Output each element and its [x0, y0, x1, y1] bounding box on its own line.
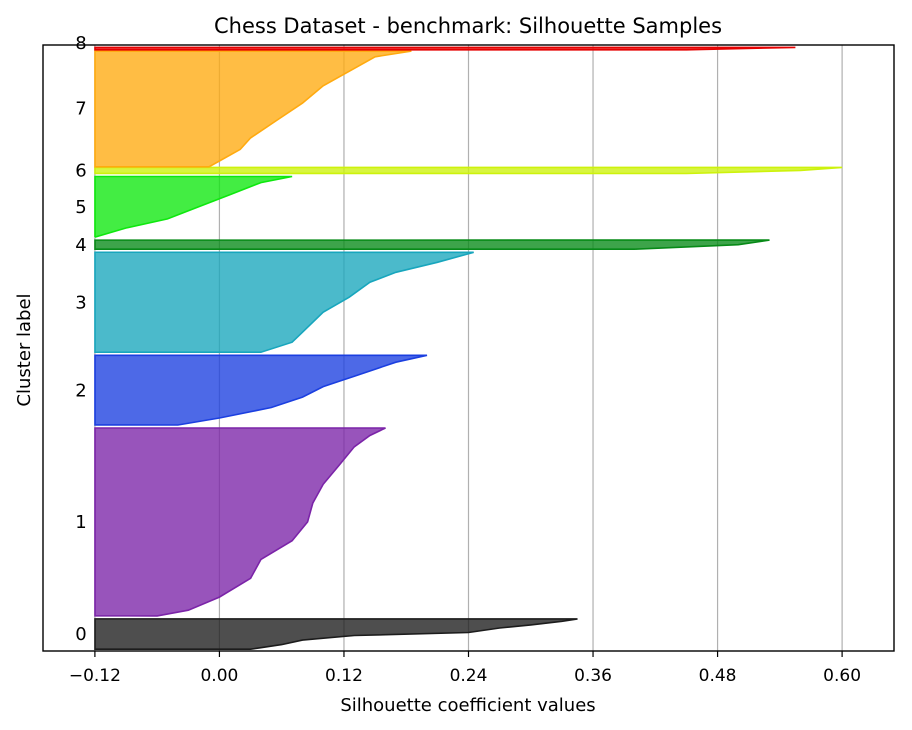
cluster-area-2: [94, 354, 428, 426]
cluster-area-4: [94, 239, 770, 251]
x-tick-label-0: −0.12: [69, 666, 121, 686]
x-tick-label-4: 0.36: [574, 666, 612, 686]
cluster-label-3: 3: [75, 293, 86, 314]
x-tick-label-1: 0.00: [200, 666, 238, 686]
cluster-areas: [94, 46, 843, 651]
y-axis-label: Cluster label: [14, 293, 35, 406]
cluster-label-2: 2: [75, 380, 86, 401]
cluster-label-6: 6: [75, 160, 86, 181]
x-tick-label-5: 0.48: [699, 666, 737, 686]
x-axis-label: Silhouette coefficient values: [340, 695, 595, 716]
cluster-label-1: 1: [75, 512, 86, 533]
chart-title: Chess Dataset - benchmark: Silhouette Sa…: [214, 14, 722, 38]
cluster-label-7: 7: [75, 99, 86, 120]
cluster-area-8: [94, 46, 796, 51]
x-tick-label-6: 0.60: [823, 666, 861, 686]
x-axis-ticks: −0.12 0.00 0.12 0.24 0.36 0.48 0.60: [69, 651, 861, 686]
cluster-area-0: [94, 618, 578, 651]
cluster-label-5: 5: [75, 197, 86, 218]
cluster-label-0: 0: [75, 624, 86, 645]
x-tick-label-3: 0.24: [450, 666, 488, 686]
cluster-area-6: [94, 166, 843, 175]
cluster-area-1: [94, 427, 386, 617]
cluster-area-5: [94, 175, 293, 238]
cluster-label-4: 4: [75, 235, 86, 256]
x-tick-label-2: 0.12: [325, 666, 363, 686]
cluster-label-8: 8: [75, 33, 86, 54]
cluster-area-7: [94, 50, 412, 168]
cluster-labels: 0 1 2 3 4 5 6 7 8: [75, 33, 86, 645]
cluster-area-3: [94, 251, 474, 354]
